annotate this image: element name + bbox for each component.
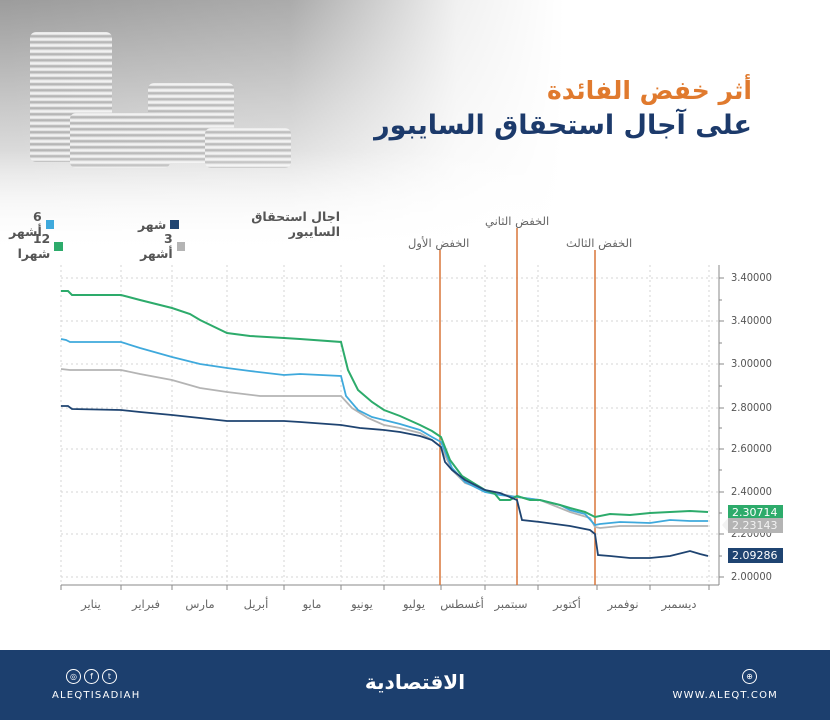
x-tick-label: ديسمبر xyxy=(661,597,697,611)
x-tick-label: نوفمبر xyxy=(607,597,639,611)
hero-image xyxy=(0,0,830,260)
x-tick-label: سبتمبر xyxy=(494,597,528,611)
instagram-icon[interactable]: ◎ xyxy=(66,669,81,684)
grid xyxy=(60,265,718,585)
y-tick-label: 3.40000 xyxy=(731,271,772,284)
line-chart xyxy=(60,228,724,590)
y-tick-label: 2.40000 xyxy=(731,485,772,498)
y-tick-label: 3.00000 xyxy=(731,357,772,370)
series-3-months xyxy=(60,368,708,529)
social-handle[interactable]: ALEQTISADIAH xyxy=(52,690,141,701)
x-tick-label: مايو xyxy=(302,597,322,611)
legend-swatch xyxy=(54,241,63,251)
legend-item-3-months: 3 أشهر xyxy=(131,231,185,261)
x-tick-label: يونيو xyxy=(351,597,373,611)
social-icons: ◎ f t xyxy=(66,669,117,684)
brand-logo: الاقتصادية xyxy=(364,670,466,694)
last-value-tag-12-months: 2.30714 xyxy=(722,505,783,520)
title-line-1: أثر خفض الفائدة xyxy=(547,76,752,105)
legend-title: اجال استحقاق السايبور xyxy=(251,209,340,239)
twitter-icon[interactable]: t xyxy=(102,669,117,684)
x-tick-label: أغسطس xyxy=(440,597,484,611)
x-tick-label: أكتوبر xyxy=(553,597,581,611)
rate-cut-lines xyxy=(439,228,596,585)
annotation-second-cut: الخفض الثاني xyxy=(485,214,550,228)
x-tick-label: يوليو xyxy=(402,597,426,611)
x-tick-label: مارس xyxy=(185,597,215,611)
series-1-month xyxy=(61,405,709,559)
title-line-2: على آجال استحقاق السايبور xyxy=(374,110,752,141)
globe-icon: ⊕ xyxy=(742,669,757,684)
legend-swatch xyxy=(176,241,185,251)
x-tick-label: فبراير xyxy=(131,597,161,611)
x-tick-label: يناير xyxy=(81,597,101,611)
annotation-first-cut: الخفض الأول xyxy=(408,236,470,250)
last-value-tag-1-month: 2.09286 xyxy=(722,548,783,563)
legend-item-12-months: 12 شهرا xyxy=(0,231,63,261)
legend-swatch xyxy=(170,219,180,229)
y-tick-label: 3.40000 xyxy=(731,314,772,327)
chart-legend: اجال استحقاق السايبور شهر 6 أشهر 3 أشهر … xyxy=(0,209,340,261)
facebook-icon[interactable]: f xyxy=(84,669,99,684)
x-tick-label: أبريل xyxy=(243,597,269,611)
website-link[interactable]: WWW.ALEQT.COM xyxy=(672,690,778,701)
page-title: أثر خفض الفائدة على آجال استحقاق السايبو… xyxy=(374,74,752,144)
y-tick-label: 2.00000 xyxy=(731,570,772,583)
y-tick-label: 2.80000 xyxy=(731,401,772,414)
footer-bar: ◎ f t ALEQTISADIAH الاقتصادية ⊕ WWW.ALEQ… xyxy=(0,650,830,720)
series-12-months xyxy=(61,290,709,519)
series-6-months xyxy=(60,338,708,526)
last-value-tag-3-months: 2.23143 xyxy=(722,518,783,533)
annotation-third-cut: الخفض الثالث xyxy=(566,236,633,250)
legend-swatch xyxy=(45,219,54,229)
legend-item-1-month: شهر xyxy=(138,217,180,232)
legend-item-6-months: 6 أشهر xyxy=(0,209,54,239)
y-tick-label: 2.60000 xyxy=(731,442,772,455)
